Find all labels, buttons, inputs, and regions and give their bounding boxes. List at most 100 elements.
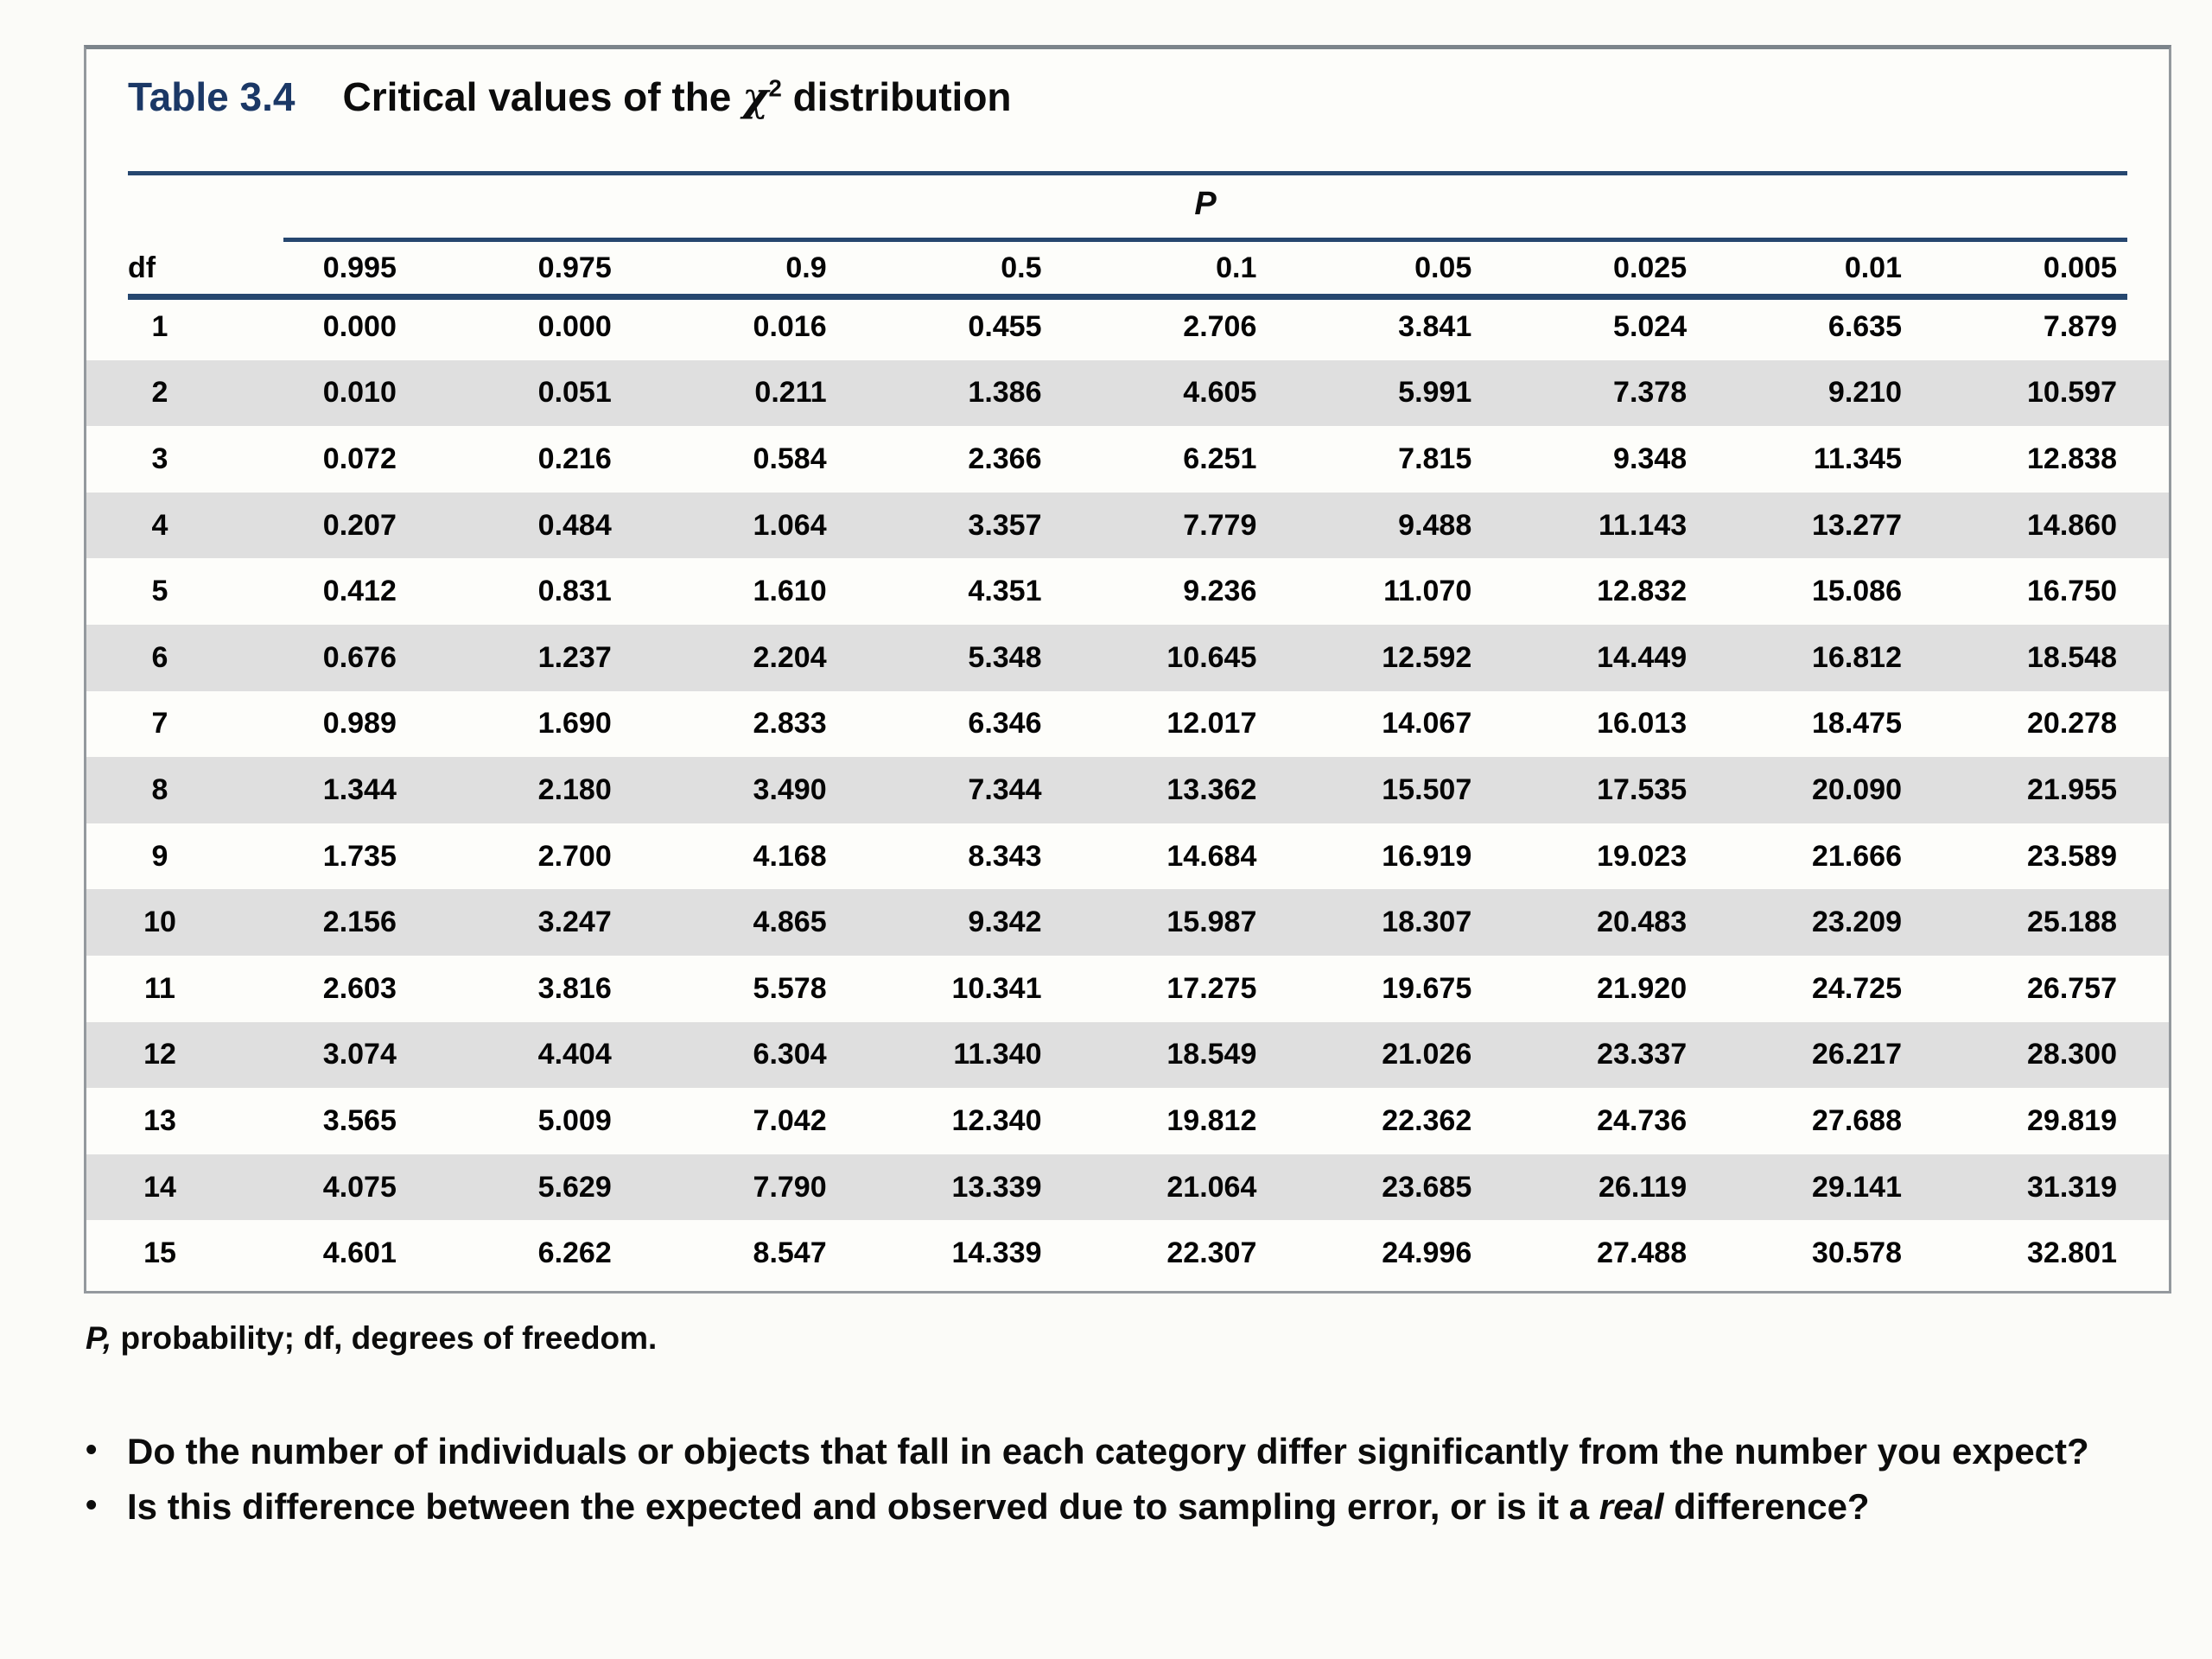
table-footnote: P, probability; df, degrees of freedom. — [86, 1320, 657, 1357]
value-cell: 5.629 — [537, 1170, 612, 1204]
value-cell: 7.042 — [753, 1103, 827, 1137]
value-cell: 16.812 — [1812, 640, 1902, 674]
value-cell: 2.700 — [537, 839, 612, 873]
value-cell: 0.584 — [753, 442, 827, 475]
value-cell: 4.351 — [968, 575, 1042, 608]
value-cell: 0.000 — [537, 309, 612, 343]
header-row: df 0.995 0.975 0.9 0.5 0.1 0.05 0.025 0.01 0.005 — [86, 242, 2169, 294]
value-cell: 7.815 — [1398, 442, 1472, 475]
value-cell: 13.339 — [951, 1170, 1042, 1204]
value-cell: 14.067 — [1382, 707, 1472, 741]
value-cell: 19.023 — [1597, 839, 1688, 873]
value-cell: 1.237 — [537, 640, 612, 674]
value-cell: 3.565 — [322, 1103, 397, 1137]
p-column-header: 0.005 — [2043, 251, 2117, 284]
value-cell: 11.070 — [1383, 575, 1472, 608]
value-cell: 21.064 — [1166, 1170, 1257, 1204]
value-cell: 18.549 — [1166, 1038, 1257, 1071]
value-cell: 1.690 — [537, 707, 612, 741]
value-cell: 0.989 — [322, 707, 397, 741]
value-cell: 17.535 — [1597, 772, 1688, 806]
df-cell: 13 — [143, 1103, 176, 1137]
bullet-text: Do the number of individuals or objects … — [127, 1431, 2089, 1471]
value-cell: 14.449 — [1597, 640, 1688, 674]
p-column-header: 0.05 — [1414, 251, 1472, 284]
table-row: 1 0.000 0.000 0.016 0.455 2.706 3.841 5.024 6.63… — [86, 294, 2169, 360]
value-cell: 27.488 — [1597, 1236, 1688, 1270]
value-cell: 3.816 — [537, 971, 612, 1005]
value-cell: 17.275 — [1166, 971, 1257, 1005]
value-cell: 0.412 — [322, 575, 397, 608]
title-suffix: distribution — [781, 74, 1012, 119]
value-cell: 12.017 — [1166, 707, 1257, 741]
value-cell: 24.725 — [1812, 971, 1902, 1005]
value-cell: 9.236 — [1183, 575, 1257, 608]
value-cell: 14.684 — [1166, 839, 1257, 873]
value-cell: 8.343 — [968, 839, 1042, 873]
value-cell: 0.831 — [537, 575, 612, 608]
chi-square-table-panel: Table 3.4 Critical values of the χ2 distr… — [84, 45, 2171, 1294]
df-cell: 6 — [151, 640, 168, 674]
value-cell: 15.507 — [1382, 772, 1472, 806]
chi-symbol: χ — [742, 73, 769, 120]
p-column-header: 0.995 — [322, 251, 397, 284]
value-cell: 7.790 — [753, 1170, 827, 1204]
table-row: 5 0.412 0.831 1.610 4.351 9.236 11.070 12.832 15… — [86, 558, 2169, 625]
value-cell: 16.750 — [2027, 575, 2117, 608]
value-cell: 8.547 — [753, 1236, 827, 1270]
value-cell: 24.736 — [1597, 1103, 1688, 1137]
value-cell: 11.143 — [1599, 508, 1688, 542]
value-cell: 11.340 — [953, 1038, 1042, 1071]
value-cell: 0.072 — [322, 442, 397, 475]
value-cell: 10.341 — [951, 971, 1042, 1005]
value-cell: 9.210 — [1827, 376, 1902, 410]
value-cell: 18.475 — [1812, 707, 1902, 741]
value-cell: 6.304 — [753, 1038, 827, 1071]
value-cell: 3.247 — [537, 906, 612, 939]
value-cell: 12.340 — [951, 1103, 1042, 1137]
p-column-header: 0.9 — [785, 251, 827, 284]
value-cell: 3.490 — [753, 772, 827, 806]
value-cell: 15.086 — [1812, 575, 1902, 608]
table-row: 12 3.074 4.404 6.304 11.340 18.549 21.026 23.33… — [86, 1021, 2169, 1089]
df-cell: 2 — [151, 376, 168, 410]
value-cell: 1.386 — [968, 376, 1042, 410]
table-row: 3 0.072 0.216 0.584 2.366 6.251 7.815 9.348 11.3… — [86, 426, 2169, 493]
p-column-header: 0.025 — [1613, 251, 1688, 284]
value-cell: 14.860 — [2027, 508, 2117, 542]
table-row: 9 1.735 2.700 4.168 8.343 14.684 16.919 19.023 2… — [86, 823, 2169, 890]
chi-exponent: 2 — [768, 74, 782, 102]
value-cell: 3.074 — [322, 1038, 397, 1071]
value-cell: 20.090 — [1812, 772, 1902, 806]
df-cell: 3 — [151, 442, 168, 475]
value-cell: 25.188 — [2027, 906, 2117, 939]
value-cell: 4.601 — [322, 1236, 397, 1270]
df-cell: 7 — [151, 707, 168, 741]
value-cell: 7.344 — [968, 772, 1042, 806]
value-cell: 2.156 — [322, 906, 397, 939]
table-row: 15 4.601 6.262 8.547 14.339 22.307 24.996 27.48… — [86, 1220, 2169, 1287]
value-cell: 15.987 — [1166, 906, 1257, 939]
value-cell: 0.676 — [322, 640, 397, 674]
bullet-item: Is this difference between the expected … — [82, 1478, 2108, 1535]
value-cell: 21.920 — [1597, 971, 1688, 1005]
value-cell: 6.251 — [1183, 442, 1257, 475]
bullet-list: Do the number of individuals or objects … — [82, 1422, 2108, 1535]
value-cell: 7.779 — [1183, 508, 1257, 542]
value-cell: 5.009 — [537, 1103, 612, 1137]
value-cell: 16.919 — [1382, 839, 1472, 873]
value-cell: 7.378 — [1613, 376, 1688, 410]
df-cell: 1 — [151, 309, 168, 343]
table-row: 4 0.207 0.484 1.064 3.357 7.779 9.488 11.143 13.… — [86, 492, 2169, 559]
p-column-header: 0.1 — [1216, 251, 1257, 284]
value-cell: 4.168 — [753, 839, 827, 873]
value-cell: 6.346 — [968, 707, 1042, 741]
df-cell: 15 — [143, 1236, 176, 1270]
value-cell: 4.865 — [753, 906, 827, 939]
df-cell: 12 — [143, 1038, 176, 1071]
critical-values-table: df 0.995 0.975 0.9 0.5 0.1 0.05 0.025 0.01 0.005 … — [86, 242, 2169, 1287]
value-cell: 2.833 — [753, 707, 827, 741]
value-cell: 31.319 — [2027, 1170, 2117, 1204]
value-cell: 26.757 — [2027, 971, 2117, 1005]
value-cell: 26.119 — [1599, 1170, 1688, 1204]
